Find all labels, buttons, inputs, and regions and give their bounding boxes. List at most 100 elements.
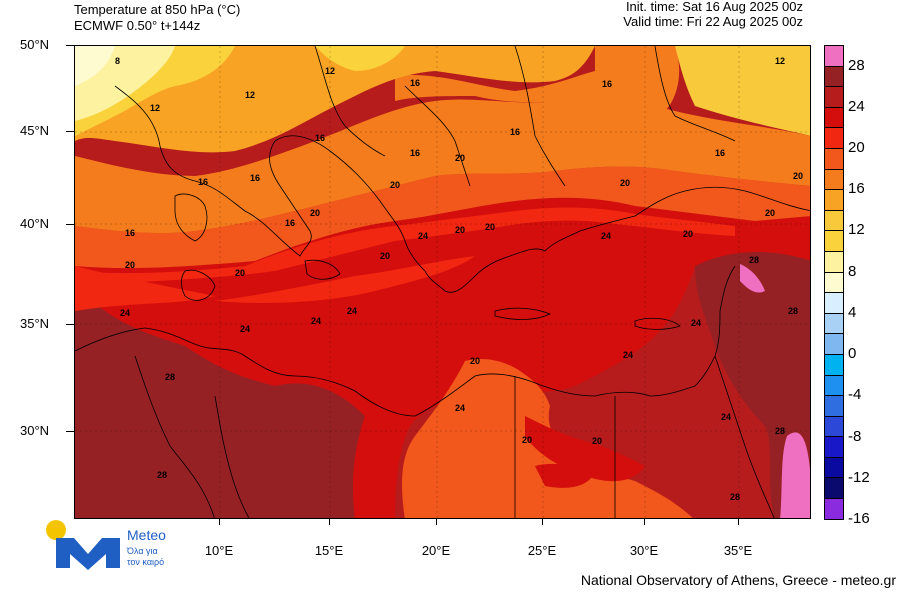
valid-time: Valid time: Fri 22 Aug 2025 00z: [623, 14, 803, 29]
colorbar-cell: [824, 127, 844, 149]
colorbar: [824, 45, 844, 520]
colorbar-cell: [824, 189, 844, 211]
colorbar-cell: [824, 292, 844, 314]
colorbar-label: -4: [848, 386, 862, 404]
colorbar-cell: [824, 230, 844, 252]
init-time: Init. time: Sat 16 Aug 2025 00z: [625, 0, 803, 14]
lon-tick: [329, 519, 330, 525]
colorbar-cell: [824, 65, 844, 88]
lat-label-40: 40°N: [20, 216, 50, 231]
isotherm-label: 12: [775, 56, 785, 66]
colorbar-cell: [824, 498, 844, 520]
colorbar-cell: [824, 147, 844, 170]
chart-title: Temperature at 850 hPa (°C): [74, 2, 241, 17]
isotherm-label: 12: [150, 103, 160, 113]
isotherm-label: 8: [115, 56, 120, 66]
lon-tick: [542, 519, 543, 525]
colorbar-label: 8: [848, 262, 857, 280]
lon-label-30: 30°E: [629, 543, 659, 558]
isotherm-label: 20: [125, 260, 135, 270]
isotherm-label: 20: [620, 178, 630, 188]
logo-tagline-1: Όλα για: [127, 546, 158, 556]
isotherm-label: 24: [311, 316, 321, 326]
isotherm-label: 24: [455, 403, 465, 413]
colorbar-cell: [824, 312, 844, 335]
isotherm-label: 16: [285, 218, 295, 228]
isotherm-label: 16: [410, 148, 420, 158]
isotherm-label: 24: [691, 318, 701, 328]
lon-label-35: 35°E: [723, 543, 753, 558]
lon-label-10: 10°E: [204, 543, 234, 558]
colorbar-label: 12: [848, 221, 865, 239]
isotherm-label: 16: [198, 177, 208, 187]
isotherm-label: 28: [775, 426, 785, 436]
isotherm-label: 12: [245, 90, 255, 100]
colorbar-cell: [824, 168, 844, 191]
colorbar-label: 24: [848, 97, 865, 115]
model-label: ECMWF 0.50° t+144z: [74, 18, 201, 33]
colorbar-cell: [824, 436, 844, 458]
isotherm-label: 16: [715, 148, 725, 158]
isotherm-label: 24: [347, 306, 357, 316]
colorbar-label: 16: [848, 180, 865, 198]
colorbar-cell: [824, 395, 844, 417]
isotherm-label: 20: [455, 225, 465, 235]
isotherm-label: 28: [730, 492, 740, 502]
colorbar-cell: [824, 353, 844, 376]
colorbar-cell: [824, 415, 844, 438]
isotherm-label: 20: [683, 229, 693, 239]
colorbar-cell: [824, 250, 844, 273]
isotherm-label: 20: [765, 208, 775, 218]
lon-label-20: 20°E: [421, 543, 451, 558]
colorbar-label: -16: [848, 510, 870, 527]
colorbar-cell: [824, 477, 844, 500]
isotherm-label: 24: [418, 231, 428, 241]
logo-name: Meteo: [127, 527, 166, 543]
colorbar-label: -8: [848, 427, 862, 445]
isotherm-label: 28: [749, 255, 759, 265]
lat-tick: [66, 224, 74, 225]
field-32-arabia: [780, 432, 810, 518]
graticule: [75, 46, 810, 518]
field-16-north: [75, 99, 810, 234]
lat-tick: [66, 324, 74, 325]
field-28-east: [695, 251, 810, 518]
field-32-syria: [740, 264, 765, 293]
lat-label-35: 35°N: [20, 316, 50, 331]
isotherm-label: 20: [310, 208, 320, 218]
isotherm-label: 20: [390, 180, 400, 190]
isotherm-label: 16: [602, 79, 612, 89]
colorbar-cell: [824, 45, 844, 67]
isotherm-label: 20: [455, 153, 465, 163]
colorbar-label: 28: [848, 56, 865, 74]
colorbar-cell: [824, 333, 844, 355]
credit-line: National Observatory of Athens, Greece -…: [580, 572, 896, 588]
logo-tagline-2: τον καιρό: [127, 557, 165, 567]
colorbar-label: 20: [848, 139, 865, 157]
lat-label-45: 45°N: [20, 123, 50, 138]
colorbar-cell: [824, 86, 844, 108]
lon-tick: [219, 519, 220, 525]
lat-label-50: 50°N: [20, 37, 50, 52]
isotherm-label: 24: [120, 308, 130, 318]
isotherm-label: 20: [470, 356, 480, 366]
lat-tick: [66, 131, 74, 132]
colorbar-cell: [824, 374, 844, 397]
field-16-band: [75, 166, 810, 269]
isotherm-label: 16: [510, 127, 520, 137]
isotherm-label: 20: [380, 251, 390, 261]
colorbar-cell: [824, 271, 844, 294]
isotherm-label: 28: [157, 470, 167, 480]
isotherm-label: 24: [601, 231, 611, 241]
colorbar-label: -12: [848, 468, 870, 486]
isotherm-label: 24: [240, 324, 250, 334]
field-20-band: [75, 207, 735, 286]
isotherm-label: 16: [315, 133, 325, 143]
lon-label-15: 15°E: [314, 543, 344, 558]
lon-label-25: 25°E: [527, 543, 557, 558]
isotherm-label: 28: [165, 372, 175, 382]
isotherm-label: 24: [623, 350, 633, 360]
isotherm-label: 12: [325, 66, 335, 76]
colorbar-label: 0: [848, 345, 857, 363]
isotherm-label: 20: [522, 435, 532, 445]
